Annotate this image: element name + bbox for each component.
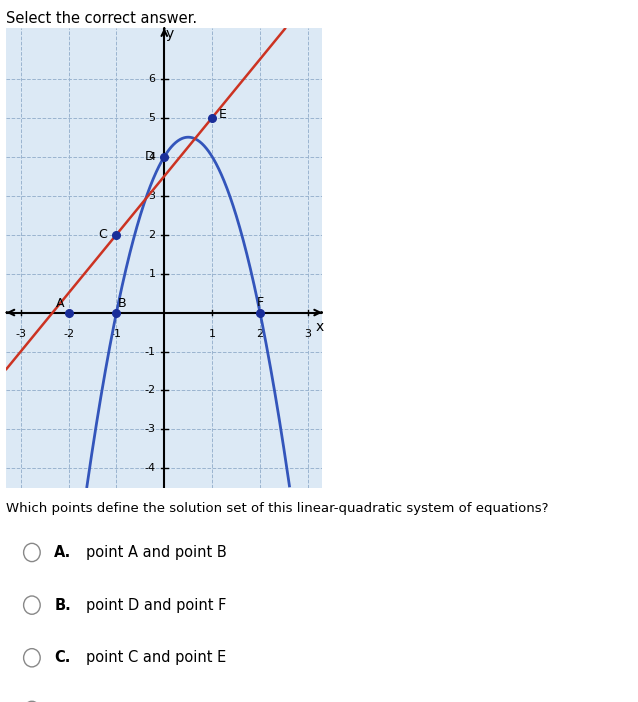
Text: Select the correct answer.: Select the correct answer. (6, 11, 198, 25)
Text: D: D (145, 150, 155, 163)
Text: -3: -3 (145, 425, 156, 435)
Text: 4: 4 (149, 152, 156, 161)
Text: C.: C. (54, 650, 71, 665)
Text: point D and point F: point D and point F (86, 597, 226, 613)
Text: 3: 3 (149, 191, 156, 201)
Text: 2: 2 (256, 329, 263, 339)
Text: -1: -1 (111, 329, 122, 339)
Text: 2: 2 (149, 230, 156, 239)
Text: B: B (118, 298, 126, 310)
Text: E: E (219, 108, 226, 121)
Text: -4: -4 (145, 463, 156, 473)
Text: 6: 6 (149, 74, 156, 84)
Text: A: A (56, 298, 64, 310)
Text: -3: -3 (15, 329, 26, 339)
Text: -2: -2 (63, 329, 74, 339)
Text: A.: A. (54, 545, 71, 560)
Text: 5: 5 (149, 113, 156, 123)
Text: x: x (316, 320, 324, 334)
Text: Which points define the solution set of this linear-quadratic system of equation: Which points define the solution set of … (6, 502, 549, 515)
Text: C: C (99, 228, 107, 241)
Text: F: F (256, 296, 263, 310)
Text: 1: 1 (209, 329, 216, 339)
Text: 1: 1 (149, 269, 156, 279)
Text: point A and point B: point A and point B (86, 545, 227, 560)
Text: -1: -1 (145, 347, 156, 357)
Text: -2: -2 (145, 385, 156, 395)
Text: y: y (166, 27, 174, 41)
Text: point C and point E: point C and point E (86, 650, 226, 665)
Text: 3: 3 (304, 329, 311, 339)
Text: B.: B. (54, 597, 71, 613)
